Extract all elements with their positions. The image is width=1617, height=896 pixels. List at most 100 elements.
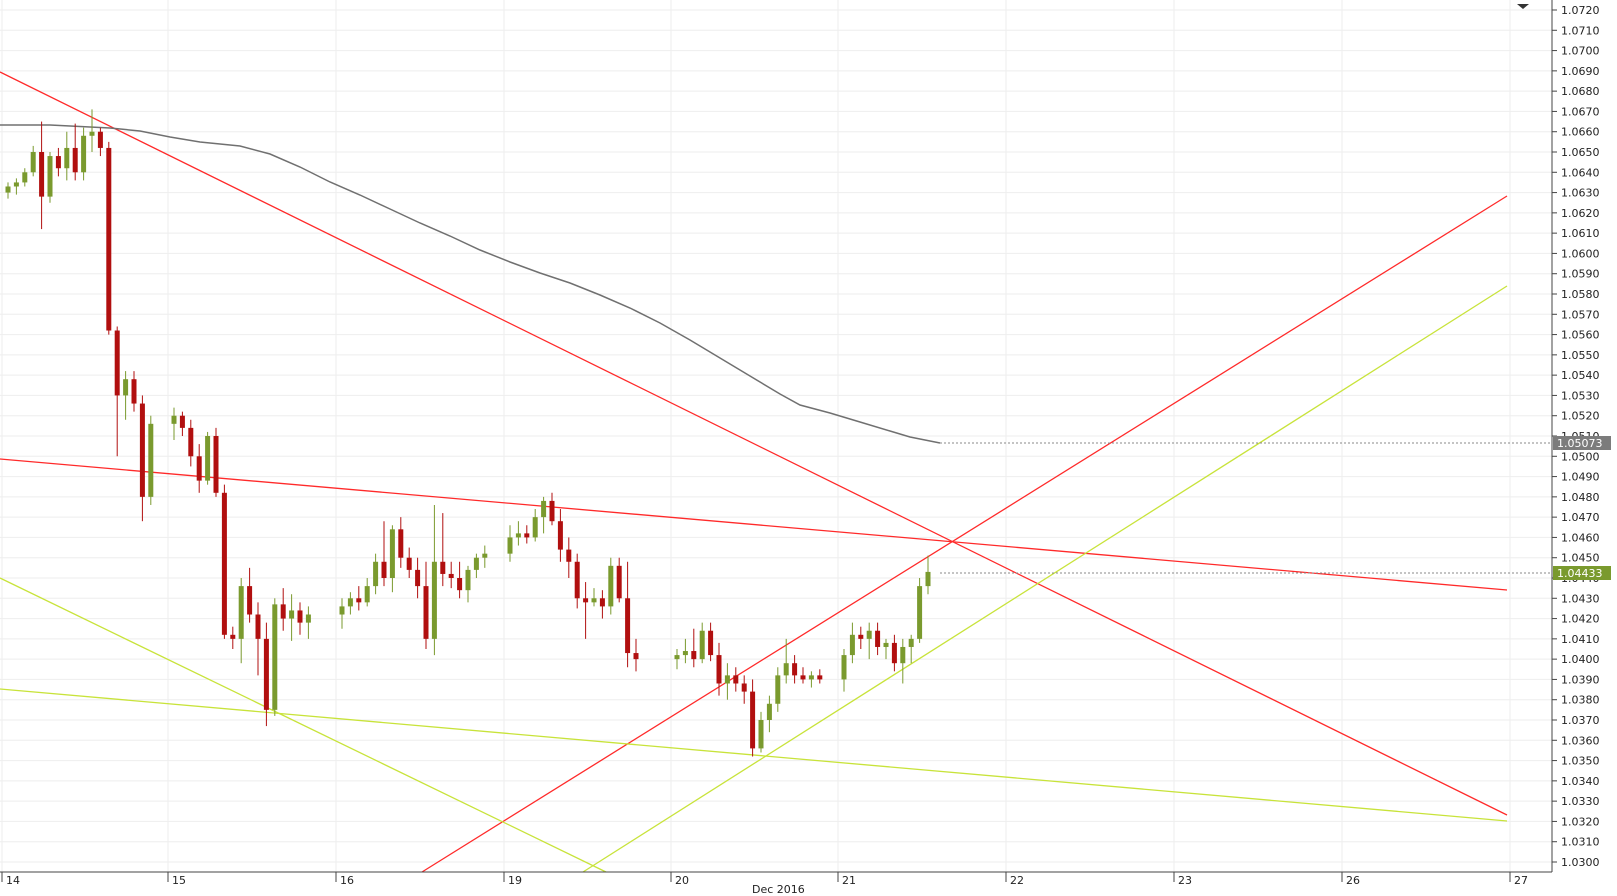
candle[interactable]: [608, 557, 614, 615]
candle[interactable]: [699, 622, 705, 664]
candle[interactable]: [188, 419, 194, 467]
candle[interactable]: [123, 371, 129, 420]
candle[interactable]: [875, 622, 881, 656]
candle[interactable]: [255, 602, 261, 676]
candle[interactable]: [289, 594, 295, 641]
trendline-red-descending-steep[interactable]: [0, 71, 1508, 816]
candle[interactable]: [792, 655, 798, 684]
chevron-down-icon[interactable]: [1517, 4, 1529, 9]
candle[interactable]: [900, 638, 906, 684]
candle[interactable]: [473, 553, 479, 578]
candle[interactable]: [297, 602, 303, 635]
trendline-red-ascending[interactable]: [421, 195, 1508, 873]
candle[interactable]: [39, 121, 45, 230]
candle[interactable]: [423, 561, 429, 649]
candle[interactable]: [616, 557, 622, 603]
candle[interactable]: [515, 521, 521, 546]
candle[interactable]: [55, 147, 61, 177]
candle[interactable]: [741, 675, 747, 704]
candle[interactable]: [347, 592, 353, 615]
candle[interactable]: [733, 667, 739, 692]
candle[interactable]: [507, 525, 513, 562]
candle[interactable]: [364, 578, 370, 607]
candle[interactable]: [883, 638, 889, 660]
candle[interactable]: [238, 578, 244, 664]
candle[interactable]: [5, 182, 11, 199]
candle[interactable]: [139, 395, 145, 522]
candle[interactable]: [758, 711, 764, 753]
candle[interactable]: [114, 326, 120, 457]
trendline-red-descending-shallow[interactable]: [0, 458, 1508, 591]
candle[interactable]: [263, 622, 269, 727]
candle[interactable]: [858, 626, 864, 649]
candle[interactable]: [213, 427, 219, 497]
candle[interactable]: [205, 431, 211, 485]
candle[interactable]: [47, 152, 53, 203]
candle[interactable]: [766, 695, 772, 733]
candle[interactable]: [196, 444, 202, 493]
candle[interactable]: [280, 588, 286, 631]
candle[interactable]: [339, 598, 345, 629]
candle[interactable]: [750, 679, 756, 757]
candle[interactable]: [908, 634, 914, 664]
candle[interactable]: [72, 123, 78, 181]
candle[interactable]: [532, 509, 538, 542]
trendline-lime-descending-steep[interactable]: [0, 577, 607, 873]
candle[interactable]: [557, 509, 563, 562]
candle[interactable]: [925, 555, 931, 595]
candle[interactable]: [398, 517, 404, 568]
candle[interactable]: [13, 178, 19, 195]
candle[interactable]: [305, 606, 311, 639]
candle[interactable]: [131, 371, 137, 412]
candle[interactable]: [891, 634, 897, 672]
candle[interactable]: [574, 553, 580, 609]
candle[interactable]: [457, 561, 463, 599]
candle[interactable]: [917, 578, 923, 643]
candle[interactable]: [64, 131, 70, 181]
candle[interactable]: [440, 513, 446, 587]
candle[interactable]: [373, 553, 379, 595]
candle[interactable]: [841, 649, 847, 692]
candle[interactable]: [415, 557, 421, 599]
candle[interactable]: [549, 492, 555, 526]
trendline-lime-ascending[interactable]: [582, 285, 1508, 873]
candle[interactable]: [724, 663, 730, 700]
candle[interactable]: [272, 598, 278, 716]
candle[interactable]: [247, 567, 253, 623]
candle[interactable]: [849, 622, 855, 664]
candle[interactable]: [674, 649, 680, 670]
candle[interactable]: [106, 141, 112, 335]
candle[interactable]: [356, 586, 362, 611]
candle[interactable]: [691, 628, 697, 668]
candle[interactable]: [866, 622, 872, 660]
candle[interactable]: [583, 582, 589, 639]
candle[interactable]: [89, 109, 95, 152]
candle[interactable]: [97, 127, 103, 157]
candle[interactable]: [179, 411, 185, 436]
candle[interactable]: [431, 504, 437, 656]
candle[interactable]: [171, 407, 177, 441]
candle[interactable]: [406, 547, 412, 578]
candle[interactable]: [389, 525, 395, 593]
candle[interactable]: [716, 642, 722, 696]
candle[interactable]: [30, 145, 36, 177]
trendline-lime-descending-shallow[interactable]: [0, 688, 1508, 822]
candle[interactable]: [221, 484, 227, 639]
candle[interactable]: [682, 638, 688, 664]
candle[interactable]: [591, 588, 597, 607]
candle[interactable]: [465, 565, 471, 603]
candle[interactable]: [808, 671, 814, 688]
candle[interactable]: [541, 496, 547, 534]
candle[interactable]: [775, 667, 781, 712]
candle[interactable]: [482, 545, 488, 568]
candle[interactable]: [448, 561, 454, 589]
candle[interactable]: [708, 622, 714, 662]
candle[interactable]: [524, 525, 530, 544]
candle[interactable]: [81, 127, 87, 181]
candle[interactable]: [22, 168, 28, 187]
candle[interactable]: [625, 561, 631, 668]
candle[interactable]: [817, 669, 823, 684]
candle[interactable]: [599, 590, 605, 619]
candle[interactable]: [633, 638, 639, 672]
